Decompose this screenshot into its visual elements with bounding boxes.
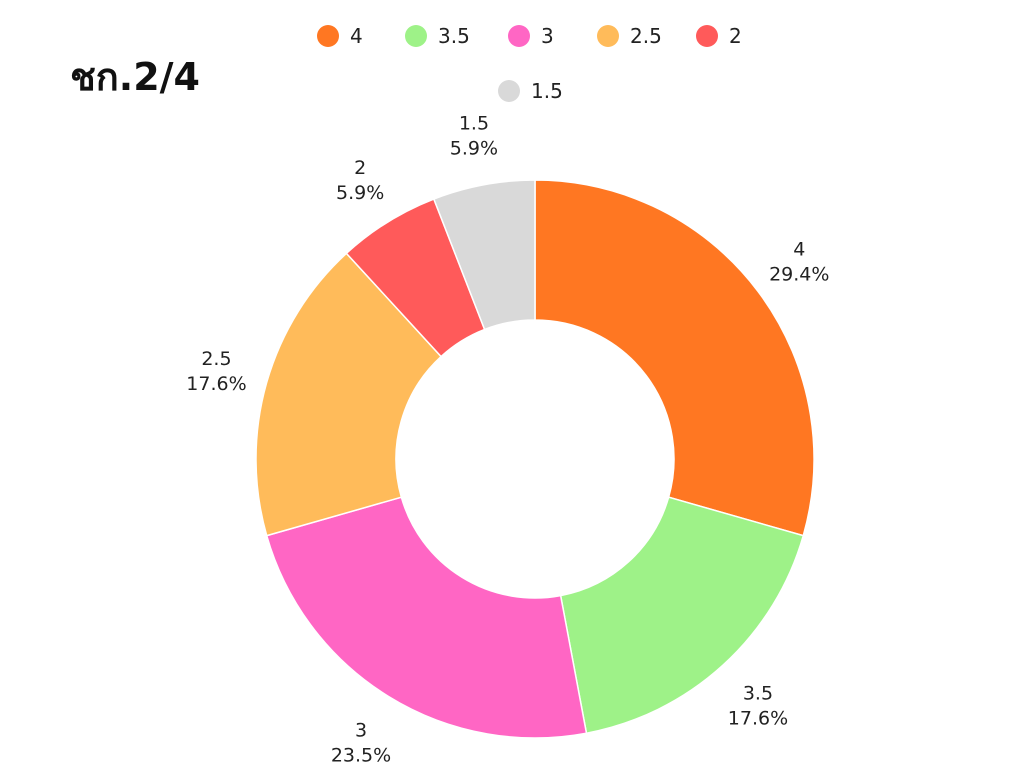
slice-category-label: 3.5 [743,683,773,705]
legend-swatch [498,80,520,102]
slice-category-label: 4 [793,239,805,261]
legend-label: 3.5 [438,24,470,48]
donut-slice-1-5 [432,179,536,331]
legend-item-1-5: 1.5 [498,79,563,103]
legend-item-2: 2 [696,24,742,48]
legend-label: 2 [729,24,742,48]
slice-category-label: 3 [355,720,367,742]
legend-item-3-5: 3.5 [405,24,470,48]
donut-slices [255,179,815,739]
slice-percent-label: 23.5% [331,745,391,767]
slice-percent-label: 17.6% [728,708,788,730]
legend-label: 2.5 [630,24,662,48]
legend-swatch [696,25,718,47]
legend-swatch [317,25,339,47]
legend-item-4: 4 [317,24,363,48]
legend-item-3: 3 [508,24,554,48]
legend-label: 1.5 [531,79,563,103]
donut-slice-4 [534,179,815,537]
legend-swatch [405,25,427,47]
legend-label: 4 [350,24,363,48]
slice-percent-label: 5.9% [450,138,498,160]
donut-slice-2-5 [255,252,443,537]
slice-category-label: 1.5 [459,113,489,135]
donut-slice-3-5 [559,496,805,735]
donut-slice-3 [265,496,588,739]
slice-labels: 4 29.4% 3.5 17.6% 3 23.5% 2.5 17.6% 2 5.9% 1.5 5.9% [186,113,829,767]
slice-percent-label: 29.4% [769,264,829,286]
legend-swatch [597,25,619,47]
slice-percent-label: 5.9% [336,182,384,204]
slice-category-label: 2 [354,157,366,179]
legend-swatch [508,25,530,47]
legend-item-2-5: 2.5 [597,24,662,48]
chart-title: ชก.2/4 [70,55,200,99]
legend: 4 3.5 3 2.5 2 1.5 [317,24,742,103]
slice-category-label: 2.5 [201,348,231,370]
legend-label: 3 [541,24,554,48]
slice-percent-label: 17.6% [186,373,246,395]
